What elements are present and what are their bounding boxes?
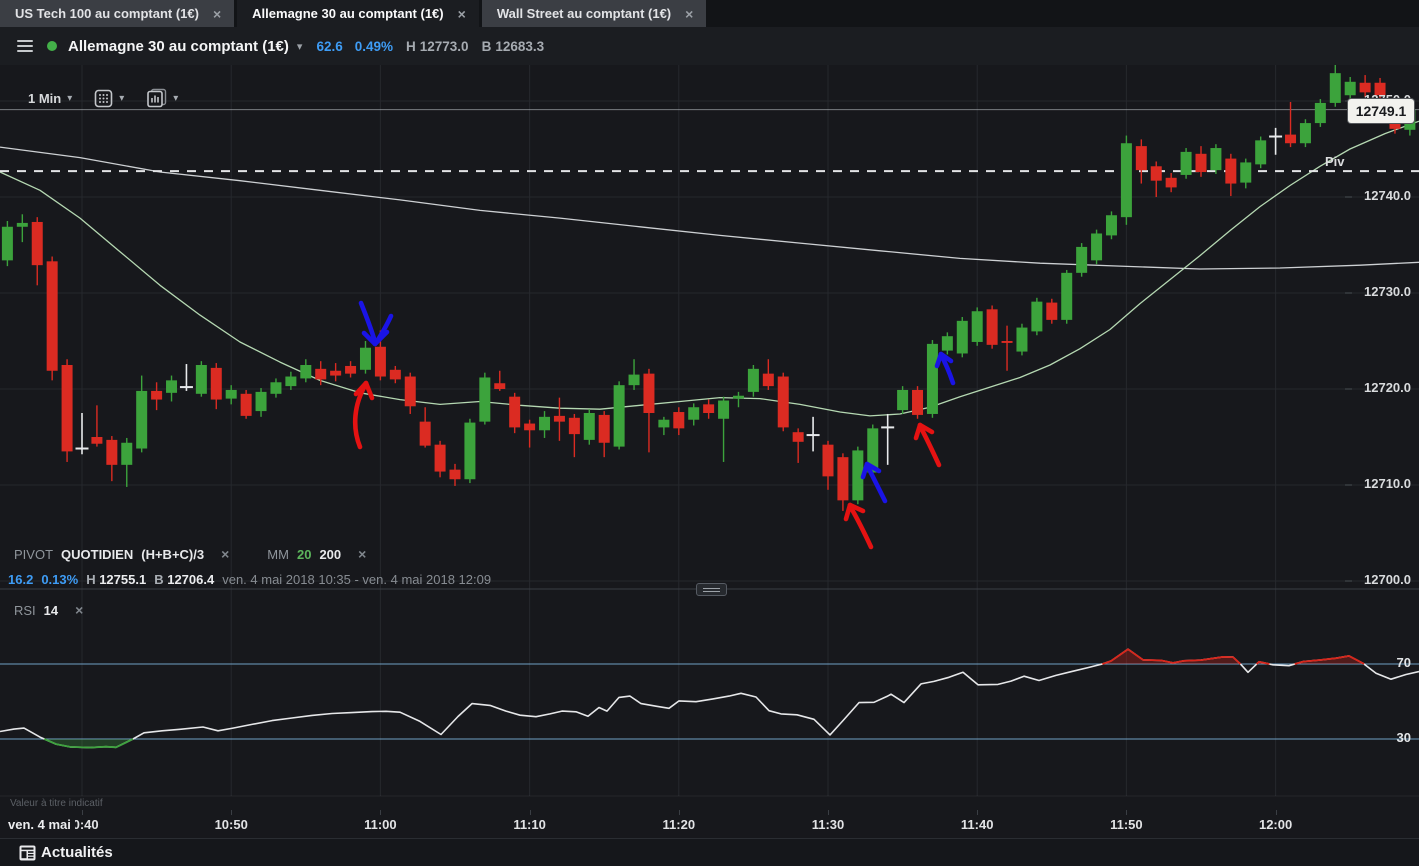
time-tick xyxy=(1275,810,1277,815)
indicator-name: MM xyxy=(267,546,289,562)
tab-close-icon[interactable]: × xyxy=(685,5,694,22)
range-change: 16.2 xyxy=(8,572,34,587)
disclaimer-text: Valeur à titre indicatif xyxy=(10,798,103,809)
time-tick xyxy=(529,810,531,815)
time-axis: 10:40 10:50 11:00 11:10 11:20 11:30 11:40 11:50… xyxy=(0,810,1419,838)
market-open-dot-icon xyxy=(47,41,57,51)
timeframe-chevron-icon[interactable]: ▾ xyxy=(67,92,73,104)
indicator-period: QUOTIDIEN xyxy=(61,546,134,562)
chevron-down-icon[interactable]: ▾ xyxy=(296,40,303,53)
indicator-legend-pivot: PIVOT QUOTIDIEN (H+B+C)/3 × MM 20 200 × xyxy=(14,546,374,562)
chart-toolbar: 1 Min ▾ ▾ ▾ xyxy=(28,88,178,108)
tab-bar: US Tech 100 au comptant (1€) × Allemagne… xyxy=(0,0,1419,27)
session-high: H 12773.0 xyxy=(406,38,469,54)
price-axis-label: 12730.0 xyxy=(1364,284,1411,299)
time-axis-label: 11:30 xyxy=(811,817,845,832)
tab-wall-street[interactable]: Wall Street au comptant (1€) × xyxy=(481,0,707,27)
time-axis-label: 11:10 xyxy=(513,817,546,832)
pivot-level-label: Piv xyxy=(1325,154,1345,169)
time-axis-label: 11:20 xyxy=(662,817,696,832)
price-axis-label: 12720.0 xyxy=(1364,380,1411,395)
tab-us-tech-100[interactable]: US Tech 100 au comptant (1€) × xyxy=(0,0,235,27)
time-tick xyxy=(977,810,979,815)
indicator-name: PIVOT xyxy=(14,546,54,562)
price-axis-label: 12710.0 xyxy=(1364,476,1411,491)
mm200-period: 200 xyxy=(319,546,342,562)
chart-layout-chevron-icon[interactable]: ▾ xyxy=(119,92,125,104)
news-bar-label: Actualités xyxy=(41,844,113,861)
range-high: H 12755.1 xyxy=(86,572,147,587)
instrument-header: Allemagne 30 au comptant (1€) ▾ 62.6 0.4… xyxy=(0,27,1419,65)
time-axis-label: 11:40 xyxy=(960,817,994,832)
rsi-level-label: 30 xyxy=(1396,730,1411,745)
tab-close-icon[interactable]: × xyxy=(457,5,466,22)
change-value: 62.6 xyxy=(316,38,343,54)
tab-label: Allemagne 30 au comptant (1€) xyxy=(252,6,444,21)
indicator-formula: (H+B+C)/3 xyxy=(141,546,205,562)
tab-label: US Tech 100 au comptant (1€) xyxy=(15,6,199,21)
date-label: ven. 4 mai xyxy=(8,817,75,832)
time-tick xyxy=(380,810,382,815)
remove-indicator-icon[interactable]: × xyxy=(221,546,230,562)
chart-type-chevron-icon[interactable]: ▾ xyxy=(173,92,179,104)
chart-type-icon[interactable] xyxy=(146,88,167,108)
remove-indicator-icon[interactable]: × xyxy=(75,602,84,618)
menu-icon[interactable] xyxy=(17,40,33,52)
price-axis-label: 12740.0 xyxy=(1364,188,1411,203)
time-tick xyxy=(1126,810,1128,815)
indicator-name: RSI xyxy=(14,602,36,618)
rsi-period: 14 xyxy=(43,602,59,618)
tab-label: Wall Street au comptant (1€) xyxy=(496,6,672,21)
time-axis-label: 10:50 xyxy=(214,817,248,832)
timeframe-button[interactable]: 1 Min xyxy=(28,90,62,106)
indicator-legend-rsi: RSI 14 × xyxy=(14,602,91,618)
news-bar[interactable]: Actualités xyxy=(0,838,1419,866)
chart-canvas[interactable] xyxy=(0,65,1419,810)
visible-time-range: ven. 4 mai 2018 10:35 - ven. 4 mai 2018 … xyxy=(222,572,492,587)
session-low: B 12683.3 xyxy=(481,38,545,54)
time-tick xyxy=(82,810,83,815)
time-axis-label: 11:50 xyxy=(1110,817,1143,832)
time-axis-label: 11:00 xyxy=(364,817,397,832)
tab-close-icon[interactable]: × xyxy=(212,5,222,22)
remove-indicator-icon[interactable]: × xyxy=(358,546,367,562)
range-change-percent: 0.13% xyxy=(41,572,79,587)
range-low: B 12706.4 xyxy=(154,572,215,587)
current-price-label: 12749.1 xyxy=(1348,99,1414,123)
price-axis-label: 12700.0 xyxy=(1364,572,1411,587)
mm20-period: 20 xyxy=(296,546,312,562)
tab-allemagne-30[interactable]: Allemagne 30 au comptant (1€) × xyxy=(237,0,479,27)
chart-layout-icon[interactable] xyxy=(94,89,113,108)
rsi-level-label: 70 xyxy=(1396,655,1411,670)
time-axis-label: 12:00 xyxy=(1258,817,1293,832)
panel-resize-handle[interactable] xyxy=(696,583,727,596)
range-stats-row: 16.2 0.13% H 12755.1 B 12706.4 ven. 4 ma… xyxy=(8,572,499,587)
time-tick xyxy=(231,810,233,815)
change-percent: 0.49% xyxy=(354,38,393,54)
time-tick xyxy=(828,810,829,815)
price-chart[interactable]: 12750.012740.012730.012720.012710.012700… xyxy=(0,65,1419,810)
instrument-title[interactable]: Allemagne 30 au comptant (1€) xyxy=(68,37,289,55)
newspaper-icon xyxy=(19,845,36,861)
time-tick xyxy=(678,810,680,815)
